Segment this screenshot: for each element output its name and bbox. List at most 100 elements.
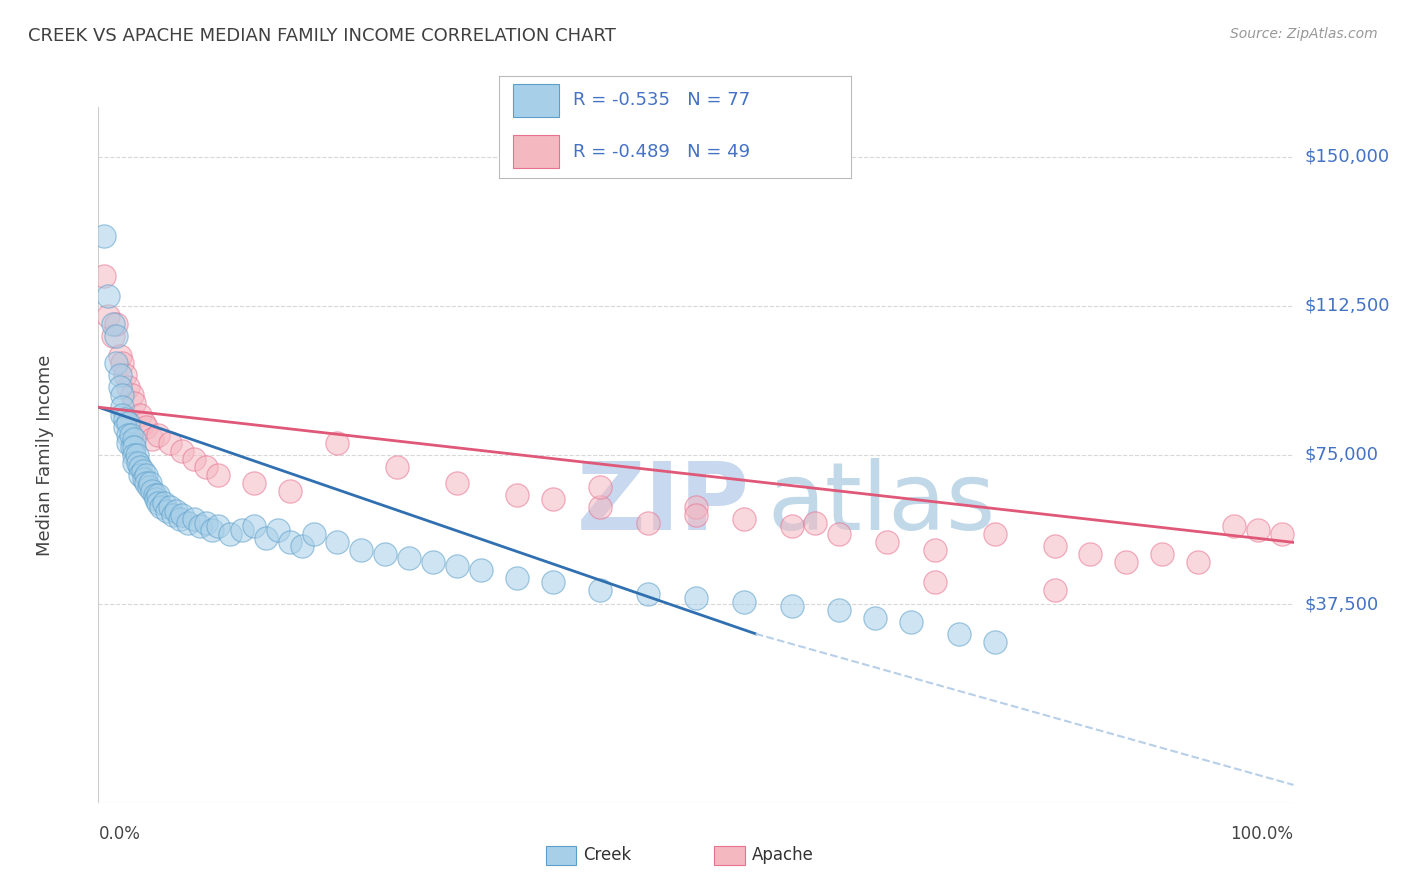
Point <box>637 587 659 601</box>
Point <box>398 551 420 566</box>
Point <box>105 317 128 331</box>
Point <box>506 571 529 585</box>
Point <box>93 268 115 283</box>
Point <box>302 527 325 541</box>
Point <box>589 480 612 494</box>
Point <box>1222 519 1246 533</box>
Point <box>685 500 707 514</box>
Point <box>162 508 184 522</box>
Point <box>685 508 707 522</box>
Point <box>207 519 229 533</box>
Point <box>1043 583 1066 598</box>
Point <box>637 516 659 530</box>
Point <box>983 527 1005 541</box>
Point <box>124 456 146 470</box>
Bar <box>513 84 560 117</box>
Point <box>188 519 211 533</box>
Text: $112,500: $112,500 <box>1305 297 1391 315</box>
Point <box>470 563 492 577</box>
Point <box>111 408 134 422</box>
Point <box>254 532 277 546</box>
Point <box>111 356 134 370</box>
Text: Creek: Creek <box>583 847 631 864</box>
Point <box>114 420 136 434</box>
Point <box>101 317 124 331</box>
Point <box>506 488 529 502</box>
Point <box>159 436 181 450</box>
Point <box>422 555 444 569</box>
Point <box>589 500 612 514</box>
Point <box>117 436 139 450</box>
Text: R = -0.535   N = 77: R = -0.535 N = 77 <box>574 92 751 110</box>
Point <box>685 591 707 605</box>
Point <box>129 408 152 422</box>
Point <box>231 524 253 538</box>
Point <box>108 349 131 363</box>
Text: $37,500: $37,500 <box>1305 595 1379 613</box>
Point <box>326 436 349 450</box>
Text: ZIP: ZIP <box>576 458 749 549</box>
Point <box>117 380 139 394</box>
Point <box>129 459 152 474</box>
Text: R = -0.489   N = 49: R = -0.489 N = 49 <box>574 143 749 161</box>
Point <box>101 328 124 343</box>
Point <box>219 527 242 541</box>
Point <box>145 491 167 506</box>
Point <box>135 467 157 482</box>
Point <box>948 627 970 641</box>
Point <box>1271 527 1294 541</box>
Point <box>900 615 922 629</box>
Point <box>385 459 409 474</box>
Point <box>105 328 128 343</box>
Point <box>105 356 128 370</box>
Point <box>93 229 115 244</box>
Point <box>169 511 191 525</box>
Point <box>141 432 163 446</box>
Point <box>278 483 301 498</box>
Point <box>121 388 143 402</box>
Point <box>1246 524 1268 538</box>
Point <box>141 483 163 498</box>
Point <box>733 595 755 609</box>
Point <box>876 535 898 549</box>
Point <box>278 535 301 549</box>
Point <box>780 599 803 613</box>
Point <box>114 412 136 426</box>
Point <box>1187 555 1209 569</box>
Point <box>120 428 142 442</box>
Point <box>159 500 181 514</box>
Point <box>97 309 120 323</box>
Point <box>1043 540 1066 554</box>
Point <box>541 491 564 506</box>
Point <box>183 511 205 525</box>
Point <box>135 475 157 490</box>
Point <box>350 543 373 558</box>
Point <box>135 420 157 434</box>
Point <box>446 475 468 490</box>
Point <box>124 448 146 462</box>
Point <box>165 503 187 517</box>
Point <box>183 451 205 466</box>
Point <box>111 388 134 402</box>
Point <box>1115 555 1137 569</box>
Text: 0.0%: 0.0% <box>98 825 141 843</box>
Point <box>131 464 153 478</box>
Point <box>108 368 131 383</box>
Point <box>124 396 146 410</box>
Point <box>172 508 194 522</box>
Point <box>139 475 162 490</box>
Point <box>243 475 266 490</box>
Point <box>124 440 146 454</box>
Point <box>117 416 139 430</box>
Point <box>129 467 152 482</box>
Point <box>589 583 612 598</box>
Point <box>446 559 468 574</box>
Point <box>1150 547 1173 561</box>
Point <box>541 575 564 590</box>
Point <box>194 459 217 474</box>
Point <box>97 289 120 303</box>
Point <box>863 611 886 625</box>
Point <box>374 547 396 561</box>
Point <box>114 368 136 383</box>
Point <box>828 603 851 617</box>
